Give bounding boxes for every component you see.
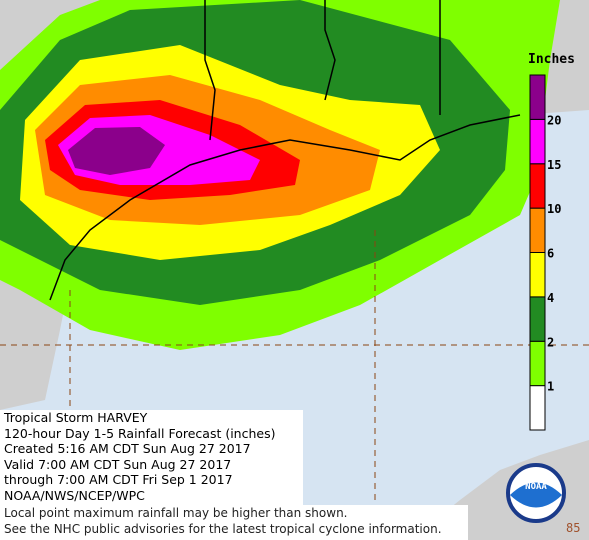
text-line: Created 5:16 AM CDT Sun Aug 27 2017 [4, 441, 251, 456]
text-line: through 7:00 AM CDT Fri Sep 1 2017 [4, 472, 233, 487]
grid [0, 230, 589, 540]
legend-swatch [529, 385, 546, 431]
longitude-label: 85 [566, 521, 580, 535]
legend: 1 2 4 6 10 15 20 [529, 74, 561, 431]
legend-swatch [529, 252, 546, 298]
legend-label: 20 [547, 113, 561, 127]
text-line: Valid 7:00 AM CDT Sun Aug 27 2017 [4, 456, 232, 472]
noaa-logo-wave [510, 482, 562, 508]
footnote: Local point maximum rainfall may be high… [0, 505, 468, 540]
noaa-logo-text: NOAA [525, 482, 547, 492]
text-line: 120-hour Day 1-5 Rainfall Forecast (inch… [4, 425, 276, 441]
text-line: See the NHC public advisories for the la… [4, 522, 442, 536]
legend-label: 15 [547, 158, 561, 172]
legend-label: 6 [547, 247, 554, 261]
text-line: Tropical Storm HARVEY [4, 410, 148, 425]
coastline [49, 114, 521, 301]
legend-label: 1 [547, 380, 554, 394]
text-line: NOAA/NWS/NCEP/WPC [4, 487, 145, 503]
legend-swatch [529, 340, 546, 387]
legend-label: 10 [547, 202, 561, 216]
legend-swatch [529, 207, 546, 253]
text-line: Local point maximum rainfall may be high… [4, 506, 348, 520]
legend-title: Inches [528, 52, 575, 67]
legend-swatch [529, 163, 546, 209]
legend-label: 4 [547, 291, 554, 305]
legend-swatch [529, 74, 546, 120]
legend-swatch [529, 296, 546, 342]
rain-20 [68, 127, 165, 175]
legend-label: 2 [547, 335, 554, 349]
caption: Tropical Storm HARVEY 120-hour Day 1-5 Ra… [0, 410, 303, 505]
state-borders [204, 0, 441, 141]
legend-swatch [529, 118, 546, 165]
